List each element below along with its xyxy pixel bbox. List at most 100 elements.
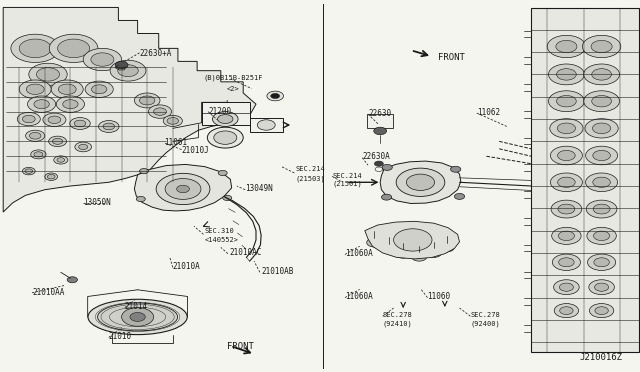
Circle shape <box>51 80 83 99</box>
Text: <2>: <2> <box>227 86 240 92</box>
Text: 22630: 22630 <box>368 109 391 118</box>
Text: (92400): (92400) <box>470 320 500 327</box>
Text: FRONT: FRONT <box>227 342 254 351</box>
Circle shape <box>28 96 56 112</box>
Circle shape <box>165 179 201 199</box>
Circle shape <box>593 123 611 134</box>
Circle shape <box>589 304 614 318</box>
Text: 22630+A: 22630+A <box>140 49 172 58</box>
Circle shape <box>367 238 382 247</box>
Circle shape <box>257 120 275 130</box>
Circle shape <box>110 60 146 81</box>
Circle shape <box>29 63 67 86</box>
Circle shape <box>439 243 454 252</box>
Text: 21010A: 21010A <box>173 262 200 271</box>
Polygon shape <box>3 7 256 212</box>
Circle shape <box>374 127 387 135</box>
Polygon shape <box>365 221 460 259</box>
Circle shape <box>554 304 579 318</box>
Circle shape <box>548 64 584 85</box>
Circle shape <box>58 84 76 94</box>
Text: (21503): (21503) <box>296 175 325 182</box>
Circle shape <box>26 130 45 141</box>
Circle shape <box>556 41 577 53</box>
Ellipse shape <box>88 299 188 335</box>
Circle shape <box>557 96 576 107</box>
Circle shape <box>271 93 280 99</box>
Circle shape <box>136 196 145 202</box>
Circle shape <box>585 119 618 138</box>
Circle shape <box>36 68 60 81</box>
Text: (92410): (92410) <box>383 320 412 327</box>
Circle shape <box>54 156 68 164</box>
Text: 22630A: 22630A <box>362 153 390 161</box>
Circle shape <box>557 177 575 187</box>
Circle shape <box>22 115 35 123</box>
Circle shape <box>547 35 586 58</box>
Circle shape <box>594 258 609 267</box>
Text: 21010AC: 21010AC <box>229 248 262 257</box>
Circle shape <box>381 244 397 253</box>
Circle shape <box>148 105 172 118</box>
Text: 11061: 11061 <box>164 138 187 147</box>
Circle shape <box>558 231 575 241</box>
Circle shape <box>587 227 616 244</box>
Circle shape <box>56 96 84 112</box>
Circle shape <box>130 312 145 321</box>
Text: 11060A: 11060A <box>345 292 372 301</box>
Circle shape <box>454 193 465 199</box>
Circle shape <box>595 307 608 314</box>
Circle shape <box>554 280 579 295</box>
Bar <box>367 114 393 128</box>
Circle shape <box>426 248 442 257</box>
Circle shape <box>593 150 611 161</box>
Circle shape <box>595 283 609 291</box>
Circle shape <box>592 96 611 107</box>
Circle shape <box>75 142 92 152</box>
Circle shape <box>381 194 392 200</box>
Circle shape <box>92 85 107 94</box>
Circle shape <box>218 170 227 176</box>
Text: <140552>: <140552> <box>205 237 239 243</box>
Circle shape <box>586 173 618 192</box>
Circle shape <box>212 112 238 126</box>
Circle shape <box>85 81 113 97</box>
Circle shape <box>584 91 620 112</box>
Circle shape <box>34 152 43 157</box>
Circle shape <box>582 35 621 58</box>
Circle shape <box>19 39 51 58</box>
Text: 11062: 11062 <box>477 108 500 117</box>
Bar <box>250 118 283 132</box>
Circle shape <box>48 116 61 124</box>
Circle shape <box>99 121 119 132</box>
Circle shape <box>154 108 166 115</box>
Circle shape <box>26 84 44 94</box>
Circle shape <box>552 227 581 244</box>
Circle shape <box>586 200 617 218</box>
Ellipse shape <box>97 303 178 331</box>
Circle shape <box>57 158 65 162</box>
Circle shape <box>382 164 392 170</box>
Circle shape <box>167 118 179 124</box>
Text: 11060: 11060 <box>428 292 451 301</box>
Circle shape <box>58 39 90 58</box>
Circle shape <box>31 150 46 159</box>
Circle shape <box>140 169 148 174</box>
Circle shape <box>140 96 155 105</box>
Circle shape <box>593 177 611 187</box>
Circle shape <box>589 280 614 295</box>
Circle shape <box>67 277 77 283</box>
Circle shape <box>63 100 78 109</box>
Circle shape <box>34 100 49 109</box>
Circle shape <box>593 231 610 241</box>
Circle shape <box>548 91 584 112</box>
Circle shape <box>552 254 580 270</box>
Circle shape <box>74 120 86 127</box>
Text: SEC.278: SEC.278 <box>383 312 412 318</box>
Circle shape <box>584 64 620 85</box>
Circle shape <box>592 69 611 80</box>
Circle shape <box>122 308 154 326</box>
Circle shape <box>118 65 138 77</box>
Polygon shape <box>380 161 461 203</box>
Text: SEC.310: SEC.310 <box>205 228 234 234</box>
